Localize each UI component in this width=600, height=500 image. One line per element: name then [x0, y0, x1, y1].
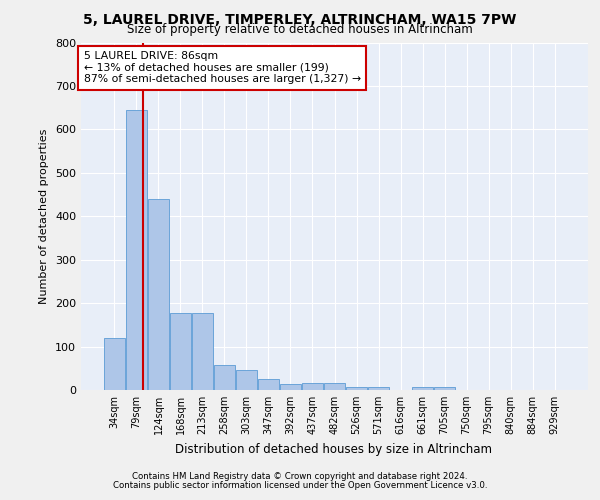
Text: 5, LAUREL DRIVE, TIMPERLEY, ALTRINCHAM, WA15 7PW: 5, LAUREL DRIVE, TIMPERLEY, ALTRINCHAM, …	[83, 12, 517, 26]
Bar	[192, 312, 213, 390]
Bar	[126, 110, 147, 390]
Bar	[324, 384, 345, 390]
Y-axis label: Number of detached properties: Number of detached properties	[40, 128, 49, 304]
Bar	[346, 386, 367, 390]
Bar	[434, 386, 455, 390]
Bar	[280, 384, 301, 390]
Text: 5 LAUREL DRIVE: 86sqm
← 13% of detached houses are smaller (199)
87% of semi-det: 5 LAUREL DRIVE: 86sqm ← 13% of detached …	[83, 51, 361, 84]
Bar	[412, 386, 433, 390]
Bar	[258, 379, 279, 390]
Text: Distribution of detached houses by size in Altrincham: Distribution of detached houses by size …	[175, 442, 491, 456]
Text: Size of property relative to detached houses in Altrincham: Size of property relative to detached ho…	[127, 24, 473, 36]
Text: Contains public sector information licensed under the Open Government Licence v3: Contains public sector information licen…	[113, 481, 487, 490]
Bar	[302, 384, 323, 390]
Bar	[104, 338, 125, 390]
Bar	[368, 386, 389, 390]
Bar	[214, 365, 235, 390]
Bar	[170, 312, 191, 390]
Bar	[148, 199, 169, 390]
Text: Contains HM Land Registry data © Crown copyright and database right 2024.: Contains HM Land Registry data © Crown c…	[132, 472, 468, 481]
Bar	[236, 370, 257, 390]
